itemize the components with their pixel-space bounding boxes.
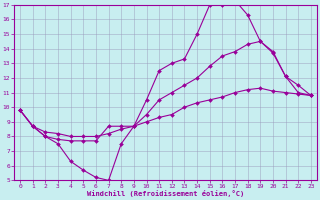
X-axis label: Windchill (Refroidissement éolien,°C): Windchill (Refroidissement éolien,°C): [87, 190, 244, 197]
